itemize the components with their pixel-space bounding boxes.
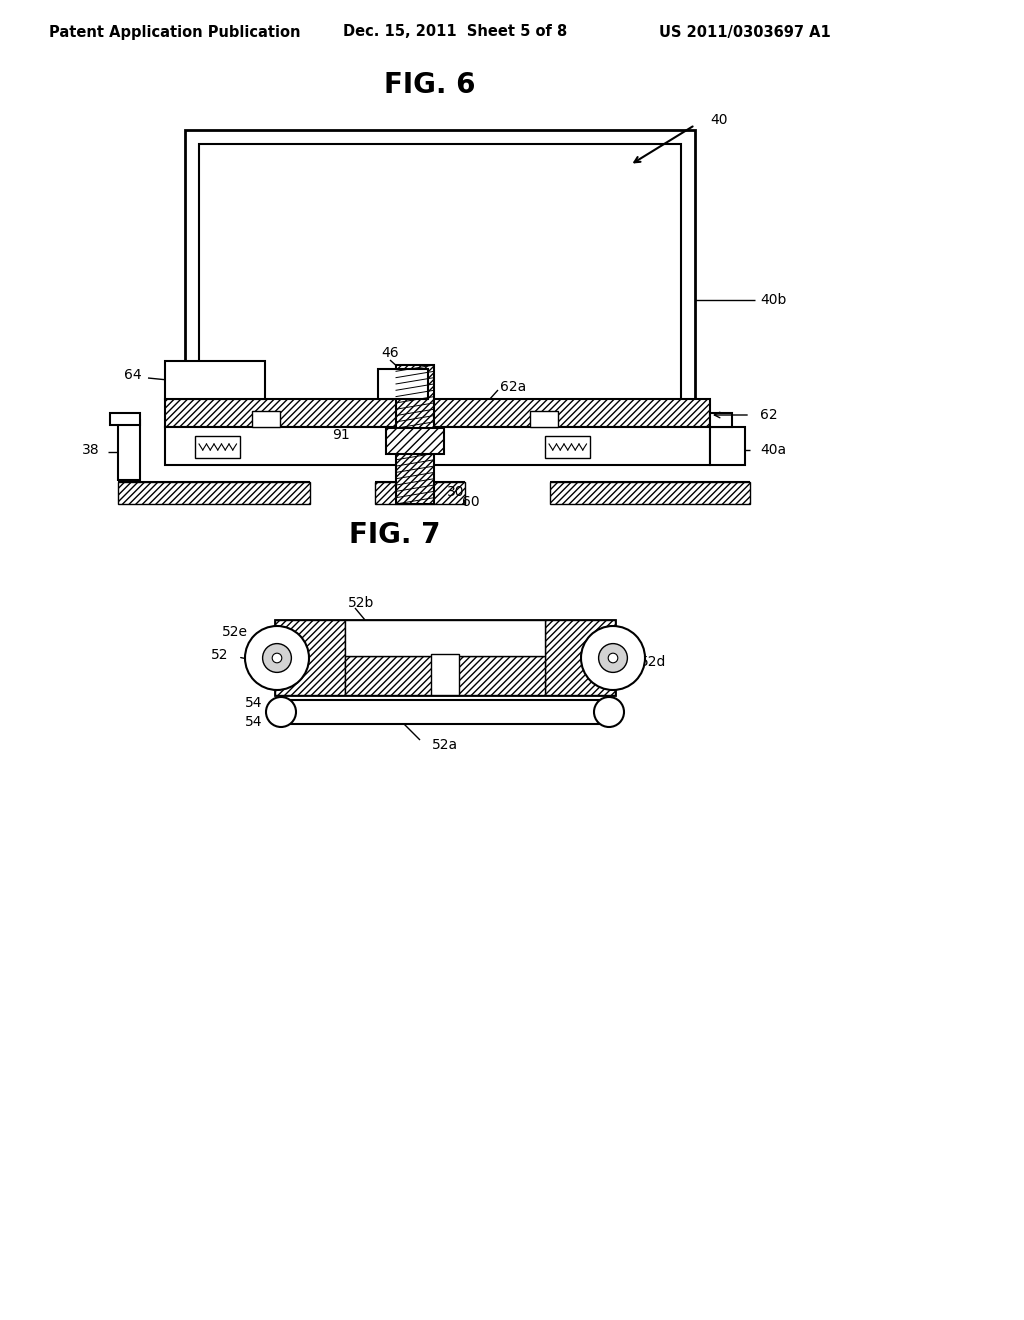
Text: 40a: 40a (760, 444, 786, 457)
Bar (545, 436, 590, 458)
Text: 54: 54 (245, 696, 262, 710)
Text: 52b: 52b (348, 597, 375, 610)
Bar (545, 620, 615, 696)
Circle shape (594, 697, 624, 727)
Bar (431, 653, 459, 696)
Text: 46: 46 (381, 346, 398, 360)
Circle shape (266, 697, 296, 727)
Bar (118, 482, 310, 504)
Text: 52a: 52a (432, 738, 458, 752)
Text: Patent Application Publication: Patent Application Publication (49, 25, 301, 40)
Bar (386, 428, 444, 454)
Bar (530, 411, 558, 426)
Text: FIG. 6: FIG. 6 (384, 71, 476, 99)
Text: US 2011/0303697 A1: US 2011/0303697 A1 (659, 25, 830, 40)
Text: 62a: 62a (500, 380, 526, 393)
Bar (710, 426, 745, 465)
Circle shape (245, 626, 309, 690)
Bar (275, 620, 345, 696)
Bar (118, 420, 140, 480)
Circle shape (262, 644, 292, 672)
Bar (550, 482, 750, 504)
Bar (345, 656, 545, 696)
Bar (199, 144, 681, 407)
Bar (275, 620, 615, 696)
Text: 62: 62 (760, 408, 777, 422)
Bar (378, 370, 428, 399)
Bar (710, 413, 732, 426)
Text: Dec. 15, 2011  Sheet 5 of 8: Dec. 15, 2011 Sheet 5 of 8 (343, 25, 567, 40)
Text: 40b: 40b (760, 293, 786, 308)
Text: 38: 38 (82, 444, 100, 457)
Text: 64: 64 (124, 368, 142, 381)
Text: 40: 40 (710, 114, 727, 127)
Circle shape (272, 653, 282, 663)
Text: 52: 52 (211, 648, 228, 663)
Bar (375, 482, 465, 504)
Bar (195, 436, 240, 458)
Text: FIG. 7: FIG. 7 (349, 521, 440, 549)
Circle shape (581, 626, 645, 690)
Text: 60: 60 (462, 495, 479, 510)
Bar (345, 620, 545, 656)
Bar (165, 360, 265, 399)
Bar (165, 399, 710, 426)
Bar (396, 366, 434, 504)
Text: 54: 54 (245, 715, 262, 729)
Bar (165, 426, 710, 465)
Bar (110, 413, 140, 425)
Bar (252, 411, 280, 426)
Text: 91: 91 (332, 428, 350, 442)
Circle shape (599, 644, 628, 672)
Text: 52d: 52d (640, 655, 667, 669)
Circle shape (608, 653, 617, 663)
Text: 30: 30 (447, 484, 465, 499)
Bar (280, 700, 610, 723)
Text: 52e: 52e (222, 624, 248, 639)
Bar (185, 129, 695, 420)
